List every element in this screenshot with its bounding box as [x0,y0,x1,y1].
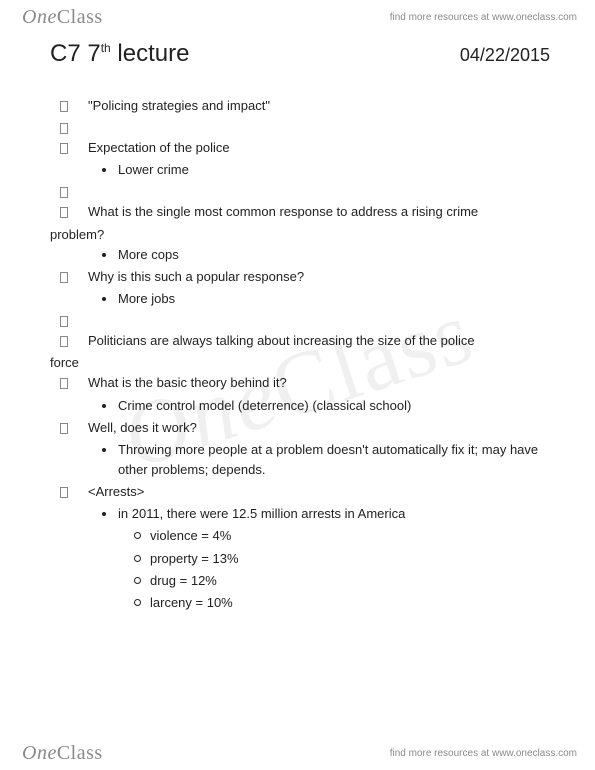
logo-part2: Class [57,6,103,28]
list-item: property = 13% [150,549,550,569]
bullet-question-response: What is the single most common response … [50,202,550,222]
list-item: drug = 12% [150,571,550,591]
sublist-more-jobs: More jobs [50,289,550,309]
bullet-topic: "Policing strategies and impact" [50,96,550,116]
list-item: violence = 4% [150,526,550,546]
list-item: Throwing more people at a problem doesn'… [118,440,550,480]
header-bar: OneClass find more resources at www.onec… [0,0,595,34]
sublist-arrest-breakdown: violence = 4% property = 13% drug = 12% … [50,526,550,613]
wrap-line: problem? [12,225,550,245]
title-rest: lecture [111,40,190,67]
page-title: C7 7th lecture [50,40,189,68]
header-logo: OneClass [22,6,103,29]
title-sup: th [101,41,111,55]
bullet-expectation: Expectation of the police [50,138,550,158]
logo-part1: One [22,6,57,28]
bullet-theory: What is the basic theory behind it? [50,373,550,393]
bullet-why-popular: Why is this such a popular response? [50,267,550,287]
list-item: More jobs [118,289,550,309]
sublist-more-cops: More cops [50,245,550,265]
title-main: C7 7 [50,40,101,67]
line-text: What is the single most common response … [88,204,478,219]
list-item: larceny = 10% [150,593,550,613]
notes-body: "Policing strategies and impact" Expecta… [50,96,550,613]
bullet-empty [50,311,550,329]
bullet-arrests: <Arrests> [50,482,550,502]
bullet-politicians: Politicians are always talking about inc… [50,331,550,351]
footer-logo: OneClass [22,742,103,765]
sublist-arrests-2011: in 2011, there were 12.5 million arrests… [50,504,550,524]
line-text: Politicians are always talking about inc… [88,333,475,348]
title-row: C7 7th lecture 04/22/2015 [50,40,550,68]
sublist-expectation: Lower crime [50,160,550,180]
bullet-empty [50,118,550,136]
sublist-crime-control: Crime control model (deterrence) (classi… [50,396,550,416]
list-item: Lower crime [118,160,550,180]
bullet-empty [50,182,550,200]
sublist-throwing-people: Throwing more people at a problem doesn'… [50,440,550,480]
footer-link[interactable]: find more resources at www.oneclass.com [390,748,577,759]
logo-part1: One [22,742,57,764]
list-item: in 2011, there were 12.5 million arrests… [118,504,550,524]
list-item: Crime control model (deterrence) (classi… [118,396,550,416]
header-link[interactable]: find more resources at www.oneclass.com [390,12,577,23]
footer-bar: OneClass find more resources at www.onec… [0,736,595,770]
logo-part2: Class [57,742,103,764]
lecture-date: 04/22/2015 [460,45,550,66]
wrap-line: force [12,353,550,373]
list-item: More cops [118,245,550,265]
page-content: C7 7th lecture 04/22/2015 "Policing stra… [50,40,550,615]
bullet-does-it-work: Well, does it work? [50,418,550,438]
